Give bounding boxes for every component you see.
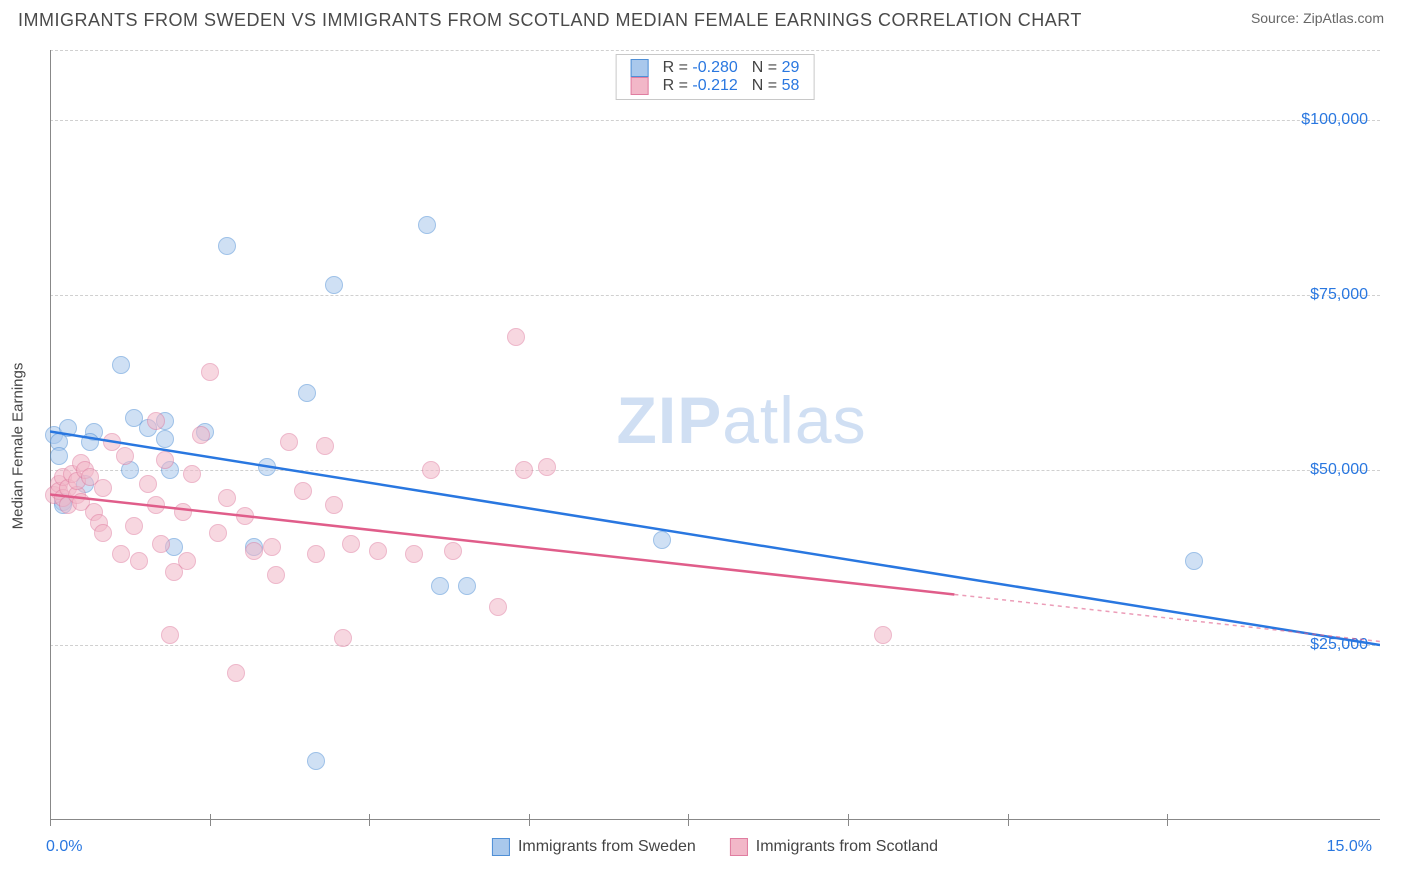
- data-point-scotland: [130, 552, 148, 570]
- data-point-scotland: [334, 629, 352, 647]
- data-point-sweden: [125, 409, 143, 427]
- data-point-scotland: [405, 545, 423, 563]
- data-point-sweden: [258, 458, 276, 476]
- data-point-scotland: [94, 524, 112, 542]
- data-point-scotland: [178, 552, 196, 570]
- data-point-scotland: [507, 328, 525, 346]
- data-point-scotland: [156, 451, 174, 469]
- legend-item-scotland: Immigrants from Scotland: [730, 838, 938, 856]
- data-point-scotland: [280, 433, 298, 451]
- data-point-scotland: [316, 437, 334, 455]
- data-point-sweden: [218, 237, 236, 255]
- data-point-scotland: [538, 458, 556, 476]
- data-point-scotland: [325, 496, 343, 514]
- legend-swatch-sweden: [492, 838, 510, 856]
- x-axis-max-label: 15.0%: [1327, 838, 1372, 856]
- y-axis-label: Median Female Earnings: [10, 363, 27, 530]
- data-point-sweden: [298, 384, 316, 402]
- chart-plot-area: ZIPatlas $25,000$50,000$75,000$100,000 R…: [50, 50, 1380, 820]
- legend-swatch-sweden: [631, 59, 649, 77]
- data-point-scotland: [174, 503, 192, 521]
- series-legend: Immigrants from Sweden Immigrants from Sc…: [492, 838, 938, 856]
- data-point-scotland: [125, 517, 143, 535]
- legend-row-sweden: R = -0.280N = 29: [631, 59, 800, 77]
- data-point-scotland: [227, 664, 245, 682]
- data-point-scotland: [218, 489, 236, 507]
- data-point-sweden: [325, 276, 343, 294]
- correlation-legend: R = -0.280N = 29R = -0.212N = 58: [616, 54, 815, 100]
- data-point-scotland: [161, 626, 179, 644]
- data-point-scotland: [294, 482, 312, 500]
- data-point-scotland: [422, 461, 440, 479]
- legend-swatch-scotland: [730, 838, 748, 856]
- data-point-sweden: [1185, 552, 1203, 570]
- data-point-sweden: [50, 447, 68, 465]
- data-point-sweden: [458, 577, 476, 595]
- data-point-scotland: [94, 479, 112, 497]
- data-point-scotland: [489, 598, 507, 616]
- x-axis-min-label: 0.0%: [46, 838, 82, 856]
- data-point-sweden: [307, 752, 325, 770]
- data-point-scotland: [263, 538, 281, 556]
- data-point-scotland: [152, 535, 170, 553]
- data-point-sweden: [418, 216, 436, 234]
- data-point-scotland: [147, 412, 165, 430]
- data-point-scotland: [267, 566, 285, 584]
- source-attribution: Source: ZipAtlas.com: [1251, 10, 1384, 26]
- data-point-scotland: [369, 542, 387, 560]
- data-point-scotland: [183, 465, 201, 483]
- data-point-sweden: [81, 433, 99, 451]
- data-point-scotland: [209, 524, 227, 542]
- data-point-scotland: [116, 447, 134, 465]
- data-point-scotland: [444, 542, 462, 560]
- data-point-scotland: [201, 363, 219, 381]
- data-point-sweden: [431, 577, 449, 595]
- data-point-scotland: [147, 496, 165, 514]
- data-point-scotland: [192, 426, 210, 444]
- data-point-scotland: [515, 461, 533, 479]
- data-point-sweden: [112, 356, 130, 374]
- data-point-sweden: [156, 430, 174, 448]
- data-point-scotland: [874, 626, 892, 644]
- data-point-scotland: [139, 475, 157, 493]
- data-point-scotland: [245, 542, 263, 560]
- chart-title: IMMIGRANTS FROM SWEDEN VS IMMIGRANTS FRO…: [18, 10, 1082, 31]
- data-point-sweden: [59, 419, 77, 437]
- data-point-scotland: [112, 545, 130, 563]
- legend-item-sweden: Immigrants from Sweden: [492, 838, 696, 856]
- data-point-scotland: [236, 507, 254, 525]
- data-point-sweden: [653, 531, 671, 549]
- legend-row-scotland: R = -0.212N = 58: [631, 77, 800, 95]
- scatter-points: [50, 50, 1380, 820]
- data-point-scotland: [342, 535, 360, 553]
- legend-swatch-scotland: [631, 77, 649, 95]
- data-point-scotland: [307, 545, 325, 563]
